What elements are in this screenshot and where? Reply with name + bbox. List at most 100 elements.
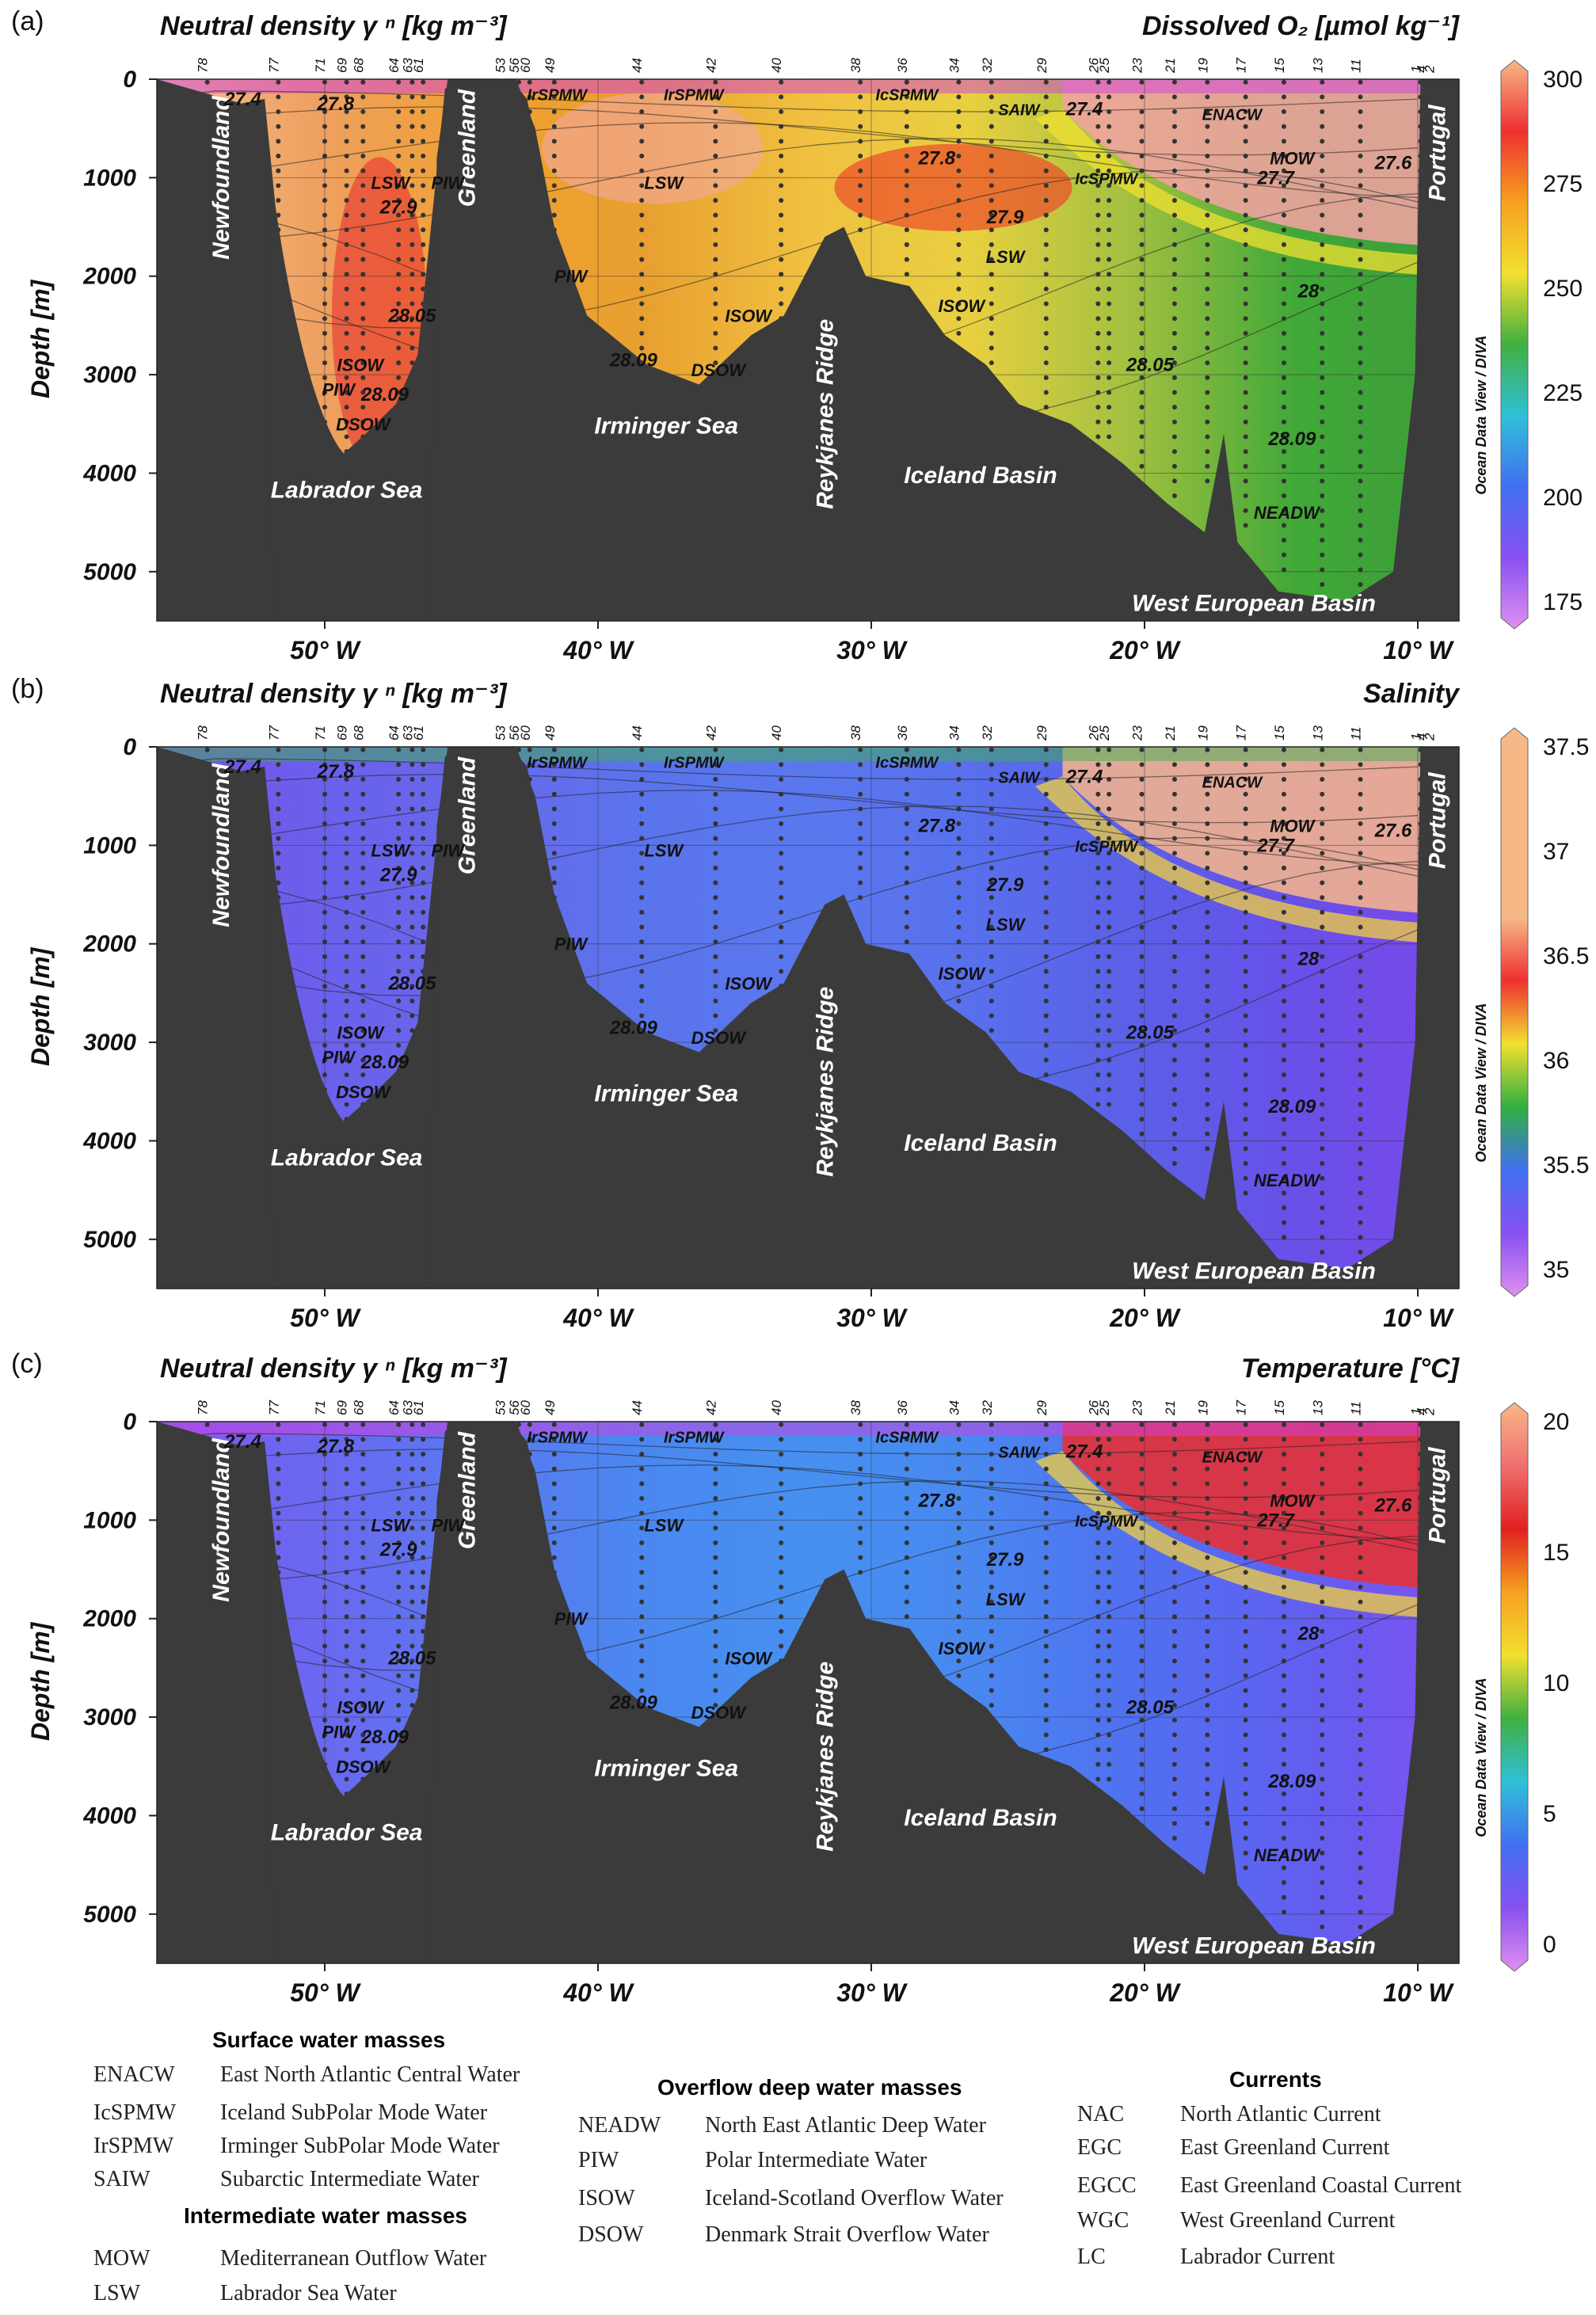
sample-point	[1320, 998, 1325, 1003]
sample-point	[1171, 1525, 1177, 1531]
sample-point	[1205, 1117, 1210, 1122]
sample-point	[1320, 463, 1325, 469]
sample-point	[1043, 1072, 1049, 1078]
legend-name: East Greenland Current	[1180, 2135, 1390, 2160]
sample-point	[1358, 1570, 1363, 1575]
sample-point	[1095, 806, 1101, 812]
sample-point	[421, 954, 426, 959]
sample-point	[322, 212, 327, 218]
sample-point	[1171, 747, 1177, 752]
sample-point	[1358, 1205, 1363, 1211]
sample-point	[360, 1466, 366, 1472]
sample-point	[1205, 1510, 1210, 1516]
sample-point	[904, 1555, 909, 1560]
sample-point	[1139, 1087, 1145, 1092]
geo-label-portugal: Portugal	[1425, 772, 1451, 869]
sample-point	[1243, 316, 1248, 322]
sample-point	[988, 242, 994, 247]
sample-point	[713, 1688, 718, 1693]
geo-label-portugal: Portugal	[1425, 105, 1451, 201]
sample-point	[396, 1570, 402, 1575]
sample-point	[988, 79, 994, 85]
station-number: 23	[1130, 725, 1145, 741]
sample-point	[639, 197, 645, 203]
sample-point	[276, 1540, 281, 1545]
sample-point	[409, 1028, 415, 1034]
sample-point	[1095, 939, 1101, 945]
sample-point	[988, 865, 994, 870]
water-mass-label: IrSPMW	[664, 87, 726, 105]
water-mass-label: PIW	[431, 1516, 466, 1536]
sample-point	[344, 791, 349, 797]
sample-point	[360, 212, 366, 218]
sample-point	[1281, 286, 1286, 291]
sample-point	[1320, 1466, 1325, 1472]
sample-point	[344, 1102, 349, 1107]
sample-point	[988, 836, 994, 841]
sample-point	[409, 1540, 415, 1545]
sample-point	[1139, 762, 1145, 767]
longitude-axis: 50° W 40° W 30° W 20° W 10° W	[290, 621, 1455, 664]
sample-point	[421, 79, 426, 85]
water-mass-label: MOW	[1270, 148, 1316, 168]
sample-point	[713, 1466, 718, 1472]
sample-point	[344, 301, 349, 307]
contour-label: 28.05	[1126, 1697, 1175, 1719]
sample-point	[409, 301, 415, 307]
sample-point	[639, 1584, 645, 1590]
sample-point	[713, 242, 718, 247]
sample-point	[1358, 301, 1363, 307]
sample-point	[1205, 316, 1210, 322]
sample-point	[1243, 109, 1248, 115]
sample-point	[1171, 1028, 1177, 1034]
water-mass-label: ISOW	[337, 1698, 386, 1718]
sample-point	[551, 1481, 557, 1487]
sample-point	[551, 821, 557, 827]
sample-point	[276, 197, 281, 203]
colorbar-tick: 20	[1543, 1409, 1569, 1435]
panel-letter: (c)	[11, 1349, 43, 1379]
sample-point	[1358, 1175, 1363, 1181]
sample-point	[1358, 242, 1363, 247]
station-number: 68	[351, 1400, 366, 1415]
sample-point	[1139, 1806, 1145, 1811]
sample-point	[322, 183, 327, 188]
sample-point	[1243, 895, 1248, 900]
sample-point	[1139, 449, 1145, 455]
sample-point	[1205, 806, 1210, 812]
sample-point	[1243, 345, 1248, 351]
sample-point	[1171, 909, 1177, 915]
colorbar-tick: 36.5	[1543, 943, 1589, 969]
sample-point	[1320, 1776, 1325, 1782]
sample-point	[1043, 242, 1049, 247]
sample-point	[1205, 1555, 1210, 1560]
sample-point	[779, 954, 784, 959]
sample-point	[322, 1510, 327, 1516]
sample-point	[360, 109, 366, 115]
station-number: 21	[1163, 58, 1178, 74]
sample-point	[1095, 1776, 1101, 1782]
sample-point	[1358, 508, 1363, 513]
sample-point	[1095, 865, 1101, 870]
sample-point	[551, 880, 557, 885]
sample-point	[1320, 1717, 1325, 1723]
sample-point	[1095, 257, 1101, 262]
sample-point	[1107, 998, 1112, 1003]
sample-point	[1107, 1057, 1112, 1063]
sample-point	[421, 865, 426, 870]
sample-point	[779, 301, 784, 307]
sample-point	[904, 1481, 909, 1487]
contour-label: 27.9	[379, 1540, 417, 1561]
sample-point	[1358, 375, 1363, 380]
sample-point	[988, 1628, 994, 1634]
sample-point	[360, 895, 366, 900]
sample-point	[1320, 1496, 1325, 1502]
sample-point	[421, 909, 426, 915]
sample-point	[1281, 1850, 1286, 1856]
sample-point	[1205, 1599, 1210, 1605]
sample-point	[409, 1643, 415, 1649]
sample-point	[409, 1510, 415, 1516]
sample-point	[904, 865, 909, 870]
